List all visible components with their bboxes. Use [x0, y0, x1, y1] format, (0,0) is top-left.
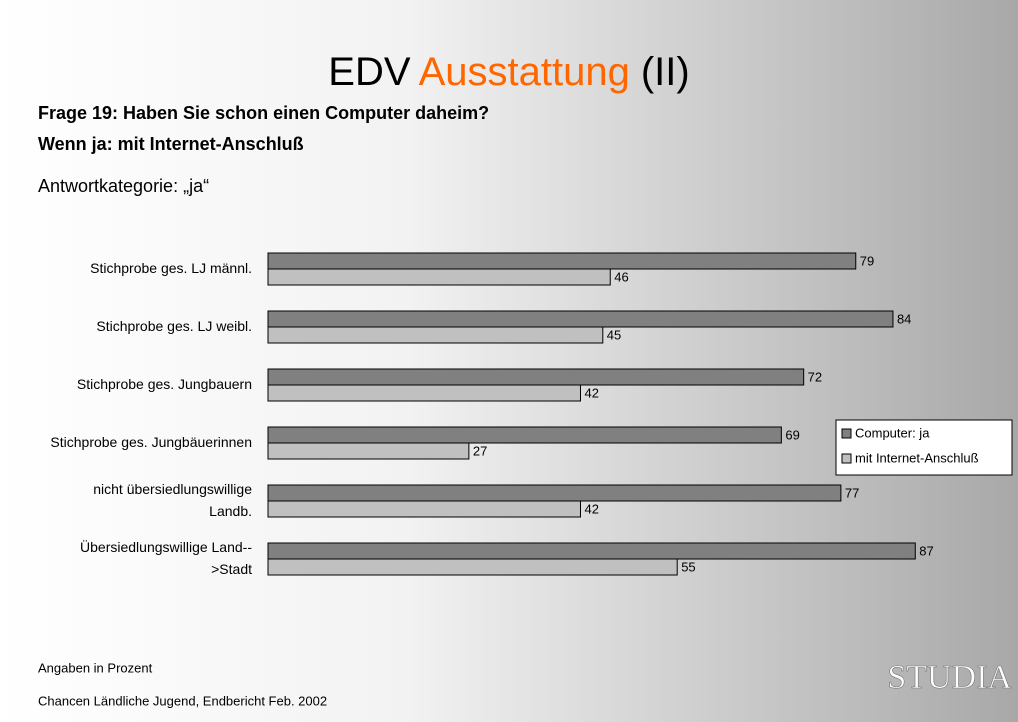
category-label: Stichprobe ges. LJ weibl. — [96, 318, 252, 334]
category-label: Stichprobe ges. Jungbauern — [77, 376, 252, 392]
value-label: 42 — [584, 385, 598, 400]
footer-note: Angaben in Prozent — [38, 660, 153, 675]
question: Wenn ja: mit Internet-Anschluß — [38, 134, 304, 154]
bar — [267, 268, 611, 286]
slide-title: EDV Ausstattung (II) — [328, 50, 689, 94]
category-label: nicht übersiedlungswillige Landb. — [93, 481, 252, 519]
bar — [267, 252, 857, 270]
value-label: 77 — [845, 485, 859, 500]
value-label: 27 — [473, 443, 487, 458]
answer-category: Antwortkategorie: „ja“ — [38, 176, 209, 196]
bar — [267, 326, 604, 344]
bar — [267, 500, 581, 518]
category-label: Übersiedlungswillige Land-->Stadt — [80, 538, 252, 577]
value-label: 69 — [785, 427, 799, 442]
legend-label: mit Internet-Anschluß — [855, 450, 979, 465]
bar — [267, 558, 678, 576]
value-label: 79 — [860, 253, 874, 268]
value-label: 72 — [808, 369, 822, 384]
value-label: 45 — [607, 327, 621, 342]
value-label: 55 — [681, 559, 695, 574]
footer-source: Chancen Ländliche Jugend, Endbericht Feb… — [38, 693, 327, 708]
bar — [267, 310, 894, 328]
category-label: Stichprobe ges. Jungbäuerinnen — [50, 434, 252, 450]
value-label: 87 — [919, 543, 933, 558]
bar — [267, 542, 916, 560]
bar — [267, 384, 581, 402]
legend-box — [835, 419, 1013, 476]
bar — [267, 484, 842, 502]
title-part: EDV — [328, 50, 411, 94]
legend-swatch — [841, 428, 852, 439]
value-label: 42 — [584, 501, 598, 516]
legend-swatch — [841, 453, 852, 464]
title-part: Ausstattung — [419, 50, 630, 94]
question: Frage 19: Haben Sie schon einen Computer… — [38, 103, 489, 123]
value-label: 84 — [897, 311, 911, 326]
bar — [267, 442, 470, 460]
value-label: 46 — [614, 269, 628, 284]
bar — [267, 426, 782, 444]
title-part: (II) — [641, 50, 690, 94]
category-label: Stichprobe ges. LJ männl. — [90, 260, 252, 276]
legend-label: Computer: ja — [855, 425, 930, 440]
logo: STUDIA — [887, 659, 1012, 696]
bar — [267, 368, 805, 386]
